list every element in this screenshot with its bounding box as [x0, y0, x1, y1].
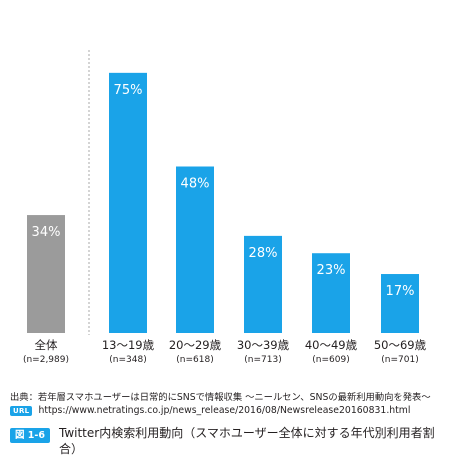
sample-size-label-1: (n=348): [109, 355, 146, 365]
bar-value-label-5: 17%: [386, 284, 415, 299]
source-block: 出典：若年層スマホユーザーは日常的にSNSで情報収集 〜ニールセン、SNSの最新…: [10, 391, 445, 417]
figure-caption-text: Twitter内検索利用動向（スマホユーザー全体に対する年代別利用者割合）: [58, 426, 435, 456]
bar-chart: 34% 全体 (n=2,989) 75% 13〜19歳 (n=348) 48% 20〜29歳 (…: [23, 50, 427, 365]
url-badge: URL: [10, 405, 33, 416]
bar-3: [244, 235, 282, 333]
bar-0: [27, 215, 65, 333]
bar-4: [312, 253, 350, 333]
bar-2: [176, 166, 214, 333]
source-label: 出典：若年層スマホユーザーは日常的にSNSで情報収集 〜ニールセン、SNSの最新…: [10, 392, 431, 403]
category-label-5: 50〜69歳: [374, 338, 427, 352]
bar-value-label-4: 23%: [317, 263, 346, 278]
sample-size-label-2: (n=618): [176, 355, 213, 365]
sample-size-label-0: (n=2,989): [23, 355, 69, 365]
source-line: 出典：若年層スマホユーザーは日常的にSNSで情報収集 〜ニールセン、SNSの最新…: [10, 391, 445, 404]
bar-value-label-2: 48%: [181, 177, 210, 192]
sample-size-label-5: (n=701): [381, 355, 418, 365]
bar-value-label-0: 34%: [32, 225, 61, 240]
sample-size-label-3: (n=713): [244, 355, 281, 365]
category-label-1: 13〜19歳: [102, 338, 155, 352]
bar-value-label-1: 75%: [114, 83, 143, 98]
source-url[interactable]: https://www.netratings.co.jp/news_releas…: [38, 405, 411, 416]
bar-5: [381, 274, 419, 333]
figure-caption: 図 1-6 Twitter内検索利用動向（スマホユーザー全体に対する年代別利用者…: [10, 425, 442, 457]
category-label-2: 20〜29歳: [169, 338, 222, 352]
figure-badge: 図 1-6: [10, 428, 50, 443]
bar-1: [109, 72, 147, 333]
sample-size-label-4: (n=609): [312, 355, 349, 365]
category-label-3: 30〜39歳: [237, 338, 290, 352]
url-line: URL https://www.netratings.co.jp/news_re…: [10, 404, 445, 417]
category-label-0: 全体: [35, 338, 58, 352]
category-label-4: 40〜49歳: [305, 338, 358, 352]
bar-value-label-3: 28%: [249, 246, 278, 261]
